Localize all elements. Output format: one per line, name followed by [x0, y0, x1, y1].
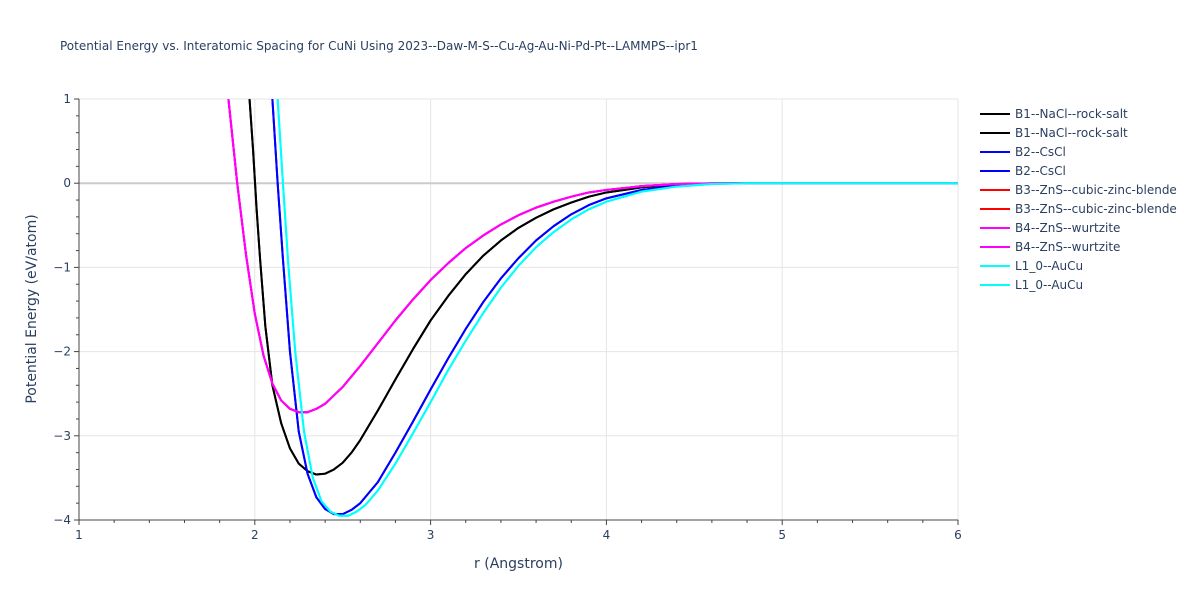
legend-item[interactable]: B1--NaCl--rock-salt [980, 126, 1128, 140]
legend-item[interactable]: B1--NaCl--rock-salt [980, 107, 1128, 121]
series-layer [227, 99, 958, 517]
y-tick-label: 0 [63, 176, 71, 190]
legend-item[interactable]: B4--ZnS--wurtzite [980, 240, 1120, 254]
x-axis-label: r (Angstrom) [474, 556, 563, 572]
x-tick-label: 6 [954, 528, 962, 542]
y-tick-label: −1 [53, 260, 71, 274]
grid-layer [79, 98, 959, 520]
x-tick-label: 5 [778, 528, 786, 542]
series-line-9 [276, 99, 958, 517]
x-tick-label: 3 [427, 528, 435, 542]
legend-item[interactable]: B4--ZnS--wurtzite [980, 221, 1120, 235]
legend-label: L1_0--AuCu [1015, 278, 1083, 292]
legend-label: B2--CsCl [1015, 164, 1066, 178]
legend-label: B1--NaCl--rock-salt [1015, 126, 1128, 140]
legend-label: B4--ZnS--wurtzite [1015, 221, 1120, 235]
legend-item[interactable]: B3--ZnS--cubic-zinc-blende [980, 202, 1177, 216]
x-tick-label: 1 [75, 528, 83, 542]
legend[interactable]: B1--NaCl--rock-salt B1--NaCl--rock-salt B2… [980, 107, 1177, 292]
x-tick-label: 4 [603, 528, 611, 542]
series-line-1 [248, 99, 958, 476]
legend-item[interactable]: L1_0--AuCu [980, 278, 1083, 292]
legend-label: B2--CsCl [1015, 145, 1066, 159]
legend-item[interactable]: B2--CsCl [980, 145, 1066, 159]
legend-item[interactable]: B2--CsCl [980, 164, 1066, 178]
plot-area [227, 99, 958, 517]
legend-label: B3--ZnS--cubic-zinc-blende [1015, 202, 1177, 216]
legend-item[interactable]: B3--ZnS--cubic-zinc-blende [980, 183, 1177, 197]
legend-label: L1_0--AuCu [1015, 259, 1083, 273]
x-tick-label: 2 [251, 528, 259, 542]
legend-label: B4--ZnS--wurtzite [1015, 240, 1120, 254]
legend-item[interactable]: L1_0--AuCu [980, 259, 1083, 273]
y-tick-label: −2 [53, 345, 71, 359]
axes-layer [74, 98, 959, 525]
y-tick-label: −4 [53, 513, 71, 527]
series-line-3 [271, 99, 958, 516]
chart-title: Potential Energy vs. Interatomic Spacing… [60, 39, 698, 53]
y-tick-label: 1 [63, 92, 71, 106]
tick-label-layer: 1 2 3 4 5 6 1 0 −1 −2 −3 −4 [53, 92, 962, 542]
y-axis-label: Potential Energy (eV/atom) [24, 214, 40, 403]
legend-label: B1--NaCl--rock-salt [1015, 107, 1128, 121]
y-tick-label: −3 [53, 429, 71, 443]
series-line-7 [227, 99, 958, 414]
legend-label: B3--ZnS--cubic-zinc-blende [1015, 183, 1177, 197]
